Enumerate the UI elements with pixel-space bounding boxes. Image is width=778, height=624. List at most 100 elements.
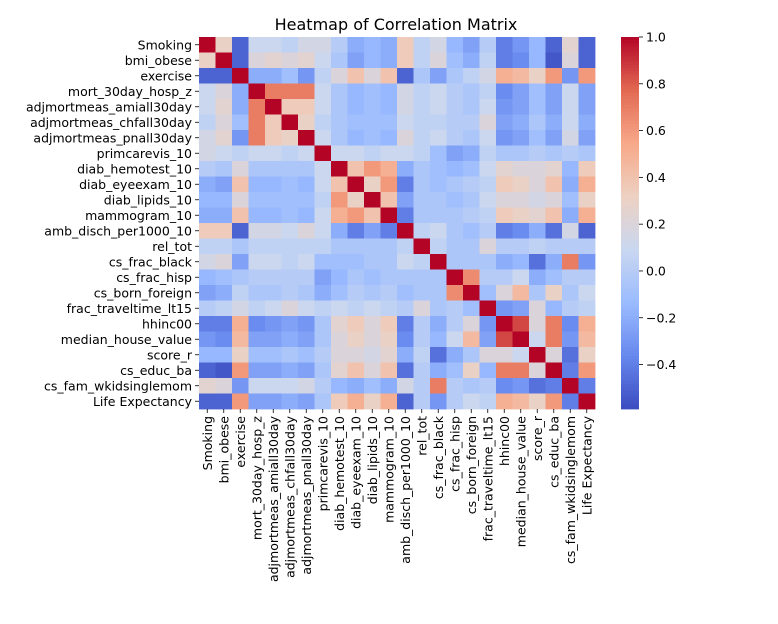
colorbar-tick-label-5: 0.0 xyxy=(646,263,666,278)
heatmap-cell-13-17 xyxy=(479,238,497,255)
heatmap-cell-5-15 xyxy=(446,114,464,131)
heatmap-cell-1-22 xyxy=(562,52,579,69)
heatmap-cell-17-0 xyxy=(199,300,216,317)
colorbar-segment-47 xyxy=(621,182,639,187)
heatmap-cell-17-6 xyxy=(298,300,315,317)
heatmap-cell-19-13 xyxy=(413,331,431,348)
heatmap-cell-7-20 xyxy=(529,145,546,162)
heatmap-cell-12-1 xyxy=(215,223,233,239)
heatmap-cell-12-3 xyxy=(248,223,266,239)
heatmap-cell-4-22 xyxy=(562,99,579,115)
heatmap-cell-3-23 xyxy=(578,83,596,100)
heatmap-cell-17-11 xyxy=(380,300,398,317)
heatmap-cell-10-1 xyxy=(215,192,233,208)
colorbar-segment-96 xyxy=(621,334,639,339)
heatmap-cell-23-15 xyxy=(446,393,464,410)
x-tick-label-19: median_house_value xyxy=(513,416,528,548)
heatmap-cell-15-15 xyxy=(446,269,464,286)
heatmap-cell-6-12 xyxy=(397,130,414,146)
heatmap-cell-19-17 xyxy=(479,331,497,348)
heatmap-cell-7-21 xyxy=(545,145,563,162)
heatmap-cell-10-7 xyxy=(314,192,332,208)
heatmap-cell-15-1 xyxy=(215,269,233,286)
colorbar-segment-98 xyxy=(621,340,639,345)
y-tick-label-2: exercise xyxy=(140,68,192,83)
heatmap-cell-20-13 xyxy=(413,347,431,363)
colorbar-segment-50 xyxy=(621,192,639,196)
heatmap-cell-4-21 xyxy=(545,99,563,115)
heatmap-cell-3-17 xyxy=(479,83,497,100)
heatmap-cell-2-22 xyxy=(562,68,579,84)
heatmap-cell-19-1 xyxy=(215,331,233,348)
heatmap-cell-17-18 xyxy=(496,300,513,317)
x-tick-label-0: Smoking xyxy=(200,416,215,470)
heatmap-cell-0-23 xyxy=(578,37,596,53)
heatmap-cell-12-4 xyxy=(265,223,282,239)
heatmap-cell-19-21 xyxy=(545,331,563,348)
heatmap-cell-4-1 xyxy=(215,99,233,115)
x-tick-label-5: adjmortmeas_chfall30day xyxy=(282,415,297,578)
colorbar-segment-52 xyxy=(621,198,639,202)
heatmap-cell-9-0 xyxy=(199,176,216,193)
heatmap-cell-13-10 xyxy=(364,238,381,255)
heatmap-cell-6-5 xyxy=(281,130,299,146)
heatmap-cell-19-19 xyxy=(512,331,530,348)
heatmap-cell-17-1 xyxy=(215,300,233,317)
heatmap-cell-22-14 xyxy=(430,378,447,394)
heatmap-cell-19-5 xyxy=(281,331,299,348)
heatmap-cell-20-1 xyxy=(215,347,233,363)
heatmap-cell-22-6 xyxy=(298,378,315,394)
heatmap-cell-3-8 xyxy=(331,83,348,100)
heatmap-cell-20-12 xyxy=(397,347,414,363)
colorbar-segment-65 xyxy=(621,238,639,242)
colorbar-segment-87 xyxy=(621,306,639,311)
heatmap-cell-22-4 xyxy=(265,378,282,394)
colorbar-segment-30 xyxy=(621,130,639,134)
x-tick-label-8: diab_hemotest_10 xyxy=(332,416,347,531)
heatmap-cell-16-12 xyxy=(397,285,414,301)
heatmap-cell-5-14 xyxy=(430,114,447,131)
heatmap-cell-12-10 xyxy=(364,223,381,239)
heatmap-cell-13-3 xyxy=(248,238,266,255)
y-tick-label-20: score_r xyxy=(147,347,193,362)
heatmap-cell-17-13 xyxy=(413,300,431,317)
heatmap-cell-10-23 xyxy=(578,192,596,208)
heatmap-cell-7-3 xyxy=(248,145,266,162)
colorbar-segment-24 xyxy=(621,111,639,115)
heatmap-cell-10-11 xyxy=(380,192,398,208)
heatmap-cell-7-14 xyxy=(430,145,447,162)
colorbar-segment-19 xyxy=(621,95,639,100)
colorbar-segment-97 xyxy=(621,337,639,342)
colorbar-segment-60 xyxy=(621,223,639,227)
heatmap-cell-16-19 xyxy=(512,285,530,301)
heatmap-cell-9-2 xyxy=(232,176,249,193)
heatmap-cell-20-20 xyxy=(529,347,546,363)
heatmap-cell-23-1 xyxy=(215,393,233,410)
heatmap-cell-13-14 xyxy=(430,238,447,255)
heatmap-cell-13-9 xyxy=(347,238,365,255)
colorbar-segment-10 xyxy=(621,68,639,72)
heatmap-cell-8-15 xyxy=(446,161,464,177)
heatmap-cell-20-5 xyxy=(281,347,299,363)
heatmap-cell-7-2 xyxy=(232,145,249,162)
heatmap-cell-4-10 xyxy=(364,99,381,115)
heatmap-cell-21-6 xyxy=(298,362,315,379)
heatmap-cell-2-3 xyxy=(248,68,266,84)
colorbar-segment-113 xyxy=(621,387,639,391)
heatmap-cell-5-19 xyxy=(512,114,530,131)
heatmap-cell-8-18 xyxy=(496,161,513,177)
heatmap-cell-17-12 xyxy=(397,300,414,317)
x-tick-label-4: adjmortmeas_amiall30day xyxy=(266,415,281,582)
y-tick-label-18: hhinc00 xyxy=(142,316,192,331)
colorbar-segment-112 xyxy=(621,384,639,388)
heatmap-cell-2-11 xyxy=(380,68,398,84)
heatmap-cell-5-6 xyxy=(298,114,315,131)
heatmap-cell-2-19 xyxy=(512,68,530,84)
heatmap-cell-14-7 xyxy=(314,254,332,270)
heatmap-cell-7-0 xyxy=(199,145,216,162)
heatmap-cell-3-20 xyxy=(529,83,546,100)
heatmap-cell-23-5 xyxy=(281,393,299,410)
heatmap-cell-17-9 xyxy=(347,300,365,317)
colorbar-segment-35 xyxy=(621,145,639,149)
heatmap-cell-13-1 xyxy=(215,238,233,255)
